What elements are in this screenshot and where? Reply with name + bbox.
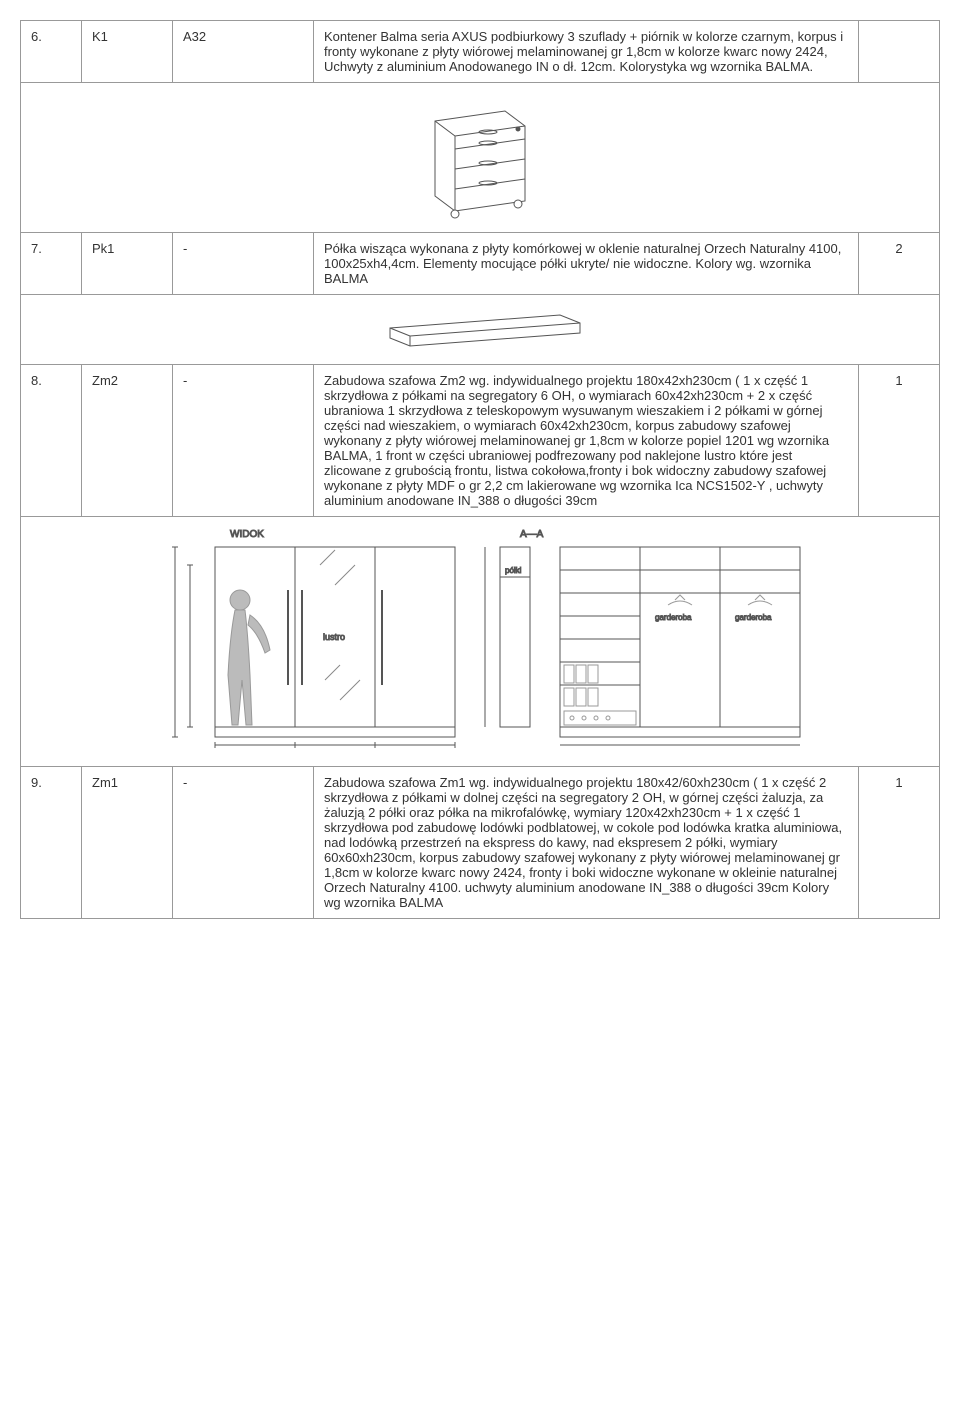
shelf-icon <box>370 303 590 353</box>
image-row <box>21 295 940 365</box>
row-description: Zabudowa szafowa Zm1 wg. indywidualnego … <box>314 767 859 919</box>
row-code: Zm2 <box>82 365 173 517</box>
row-number: 7. <box>21 233 82 295</box>
image-row <box>21 83 940 233</box>
row-qty: 2 <box>859 233 940 295</box>
garderoba-label-1: garderoba <box>655 613 692 622</box>
image-row: WIDOK lustro <box>21 517 940 767</box>
lustro-label: lustro <box>323 632 345 642</box>
widok-label: WIDOK <box>230 529 264 540</box>
row-number: 6. <box>21 21 82 83</box>
row-code2: A32 <box>173 21 314 83</box>
table-row: 7. Pk1 - Półka wisząca wykonana z płyty … <box>21 233 940 295</box>
row-number: 8. <box>21 365 82 517</box>
row-description: Kontener Balma seria AXUS podbiurkowy 3 … <box>314 21 859 83</box>
polki-label-1: półki <box>505 566 522 575</box>
row-description: Zabudowa szafowa Zm2 wg. indywidualnego … <box>314 365 859 517</box>
table-row: 8. Zm2 - Zabudowa szafowa Zm2 wg. indywi… <box>21 365 940 517</box>
row-code2: - <box>173 233 314 295</box>
row-code2: - <box>173 365 314 517</box>
spec-table: 6. K1 A32 Kontener Balma seria AXUS podb… <box>20 20 940 919</box>
aa-label: A—A <box>520 529 544 540</box>
row-number: 9. <box>21 767 82 919</box>
row-code: Pk1 <box>82 233 173 295</box>
row-qty <box>859 21 940 83</box>
table-row: 9. Zm1 - Zabudowa szafowa Zm1 wg. indywi… <box>21 767 940 919</box>
garderoba-label-2: garderoba <box>735 613 772 622</box>
row-description: Półka wisząca wykonana z płyty komórkowe… <box>314 233 859 295</box>
wardrobe-drawing-icon: WIDOK lustro <box>120 525 840 755</box>
row-qty: 1 <box>859 767 940 919</box>
drawer-cabinet-icon <box>410 91 550 221</box>
row-qty: 1 <box>859 365 940 517</box>
table-row: 6. K1 A32 Kontener Balma seria AXUS podb… <box>21 21 940 83</box>
row-code: K1 <box>82 21 173 83</box>
row-code2: - <box>173 767 314 919</box>
row-code: Zm1 <box>82 767 173 919</box>
